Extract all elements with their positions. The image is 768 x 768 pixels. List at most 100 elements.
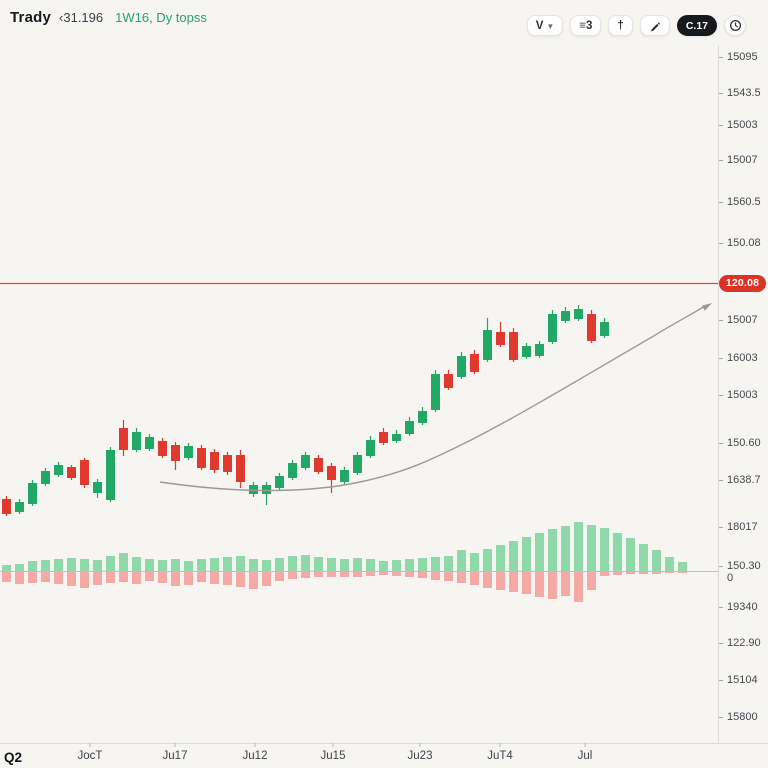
y-axis-label: 15095 (727, 51, 758, 63)
volume-bar-up (28, 561, 37, 571)
volume-bar-down (301, 572, 310, 578)
candles-layer (2, 305, 609, 516)
interval-label: V (535, 19, 544, 32)
compare-button[interactable]: C.17 (676, 15, 717, 36)
candle-body (171, 445, 180, 461)
x-axis-tick (499, 743, 501, 747)
x-axis-label: Jul (577, 750, 593, 762)
volume-bar-up (496, 545, 505, 571)
volume-bar-up (613, 533, 622, 571)
volume-bar-up (119, 553, 128, 571)
y-axis-tick (719, 527, 723, 528)
interval-button[interactable]: V ▼ (526, 15, 564, 36)
y-axis-label: 15800 (727, 711, 758, 723)
x-axis-tick (332, 743, 334, 747)
crosshair-button[interactable]: † (608, 15, 633, 36)
candle-body (210, 452, 219, 470)
candle-body (197, 448, 206, 468)
y-axis-tick (719, 57, 723, 58)
volume-bar-down (106, 572, 115, 583)
y-axis-label: 122.90 (727, 637, 761, 649)
volume-bar-up (561, 526, 570, 571)
candle-body (600, 322, 609, 336)
draw-button[interactable] (639, 15, 670, 36)
volume-bar-up (444, 556, 453, 571)
arrowhead-icon (701, 303, 712, 311)
volume-bar-up (2, 565, 11, 571)
volume-bar-up (418, 558, 427, 571)
volume-bar-down (80, 572, 89, 588)
candle-body (236, 455, 245, 482)
volume-bar-up (288, 556, 297, 571)
volume-bar-up (522, 537, 531, 571)
y-axis-label: 150.30 (727, 560, 761, 572)
volume-bar-down (236, 572, 245, 587)
volume-bar-down (353, 572, 362, 577)
y-axis-tick (719, 93, 723, 94)
compare-label: C.17 (685, 19, 708, 32)
y-axis-tick (719, 566, 723, 567)
volume-bar-down (132, 572, 141, 584)
volume-bar-down (561, 572, 570, 596)
candle-body (132, 432, 141, 450)
price-axis[interactable]: 15095 1543.5 15003 15007 1560.5 150.08 15007 16… (718, 45, 768, 743)
volume-bar-down (626, 572, 635, 574)
volume-bar-down (366, 572, 375, 576)
y-axis-label: 1560.5 (727, 196, 761, 208)
y-axis-label: 19340 (727, 601, 758, 613)
volume-bar-up (210, 558, 219, 571)
clock-icon (729, 19, 742, 32)
volume-bar-up (54, 559, 63, 571)
volume-bar-up (587, 525, 596, 571)
y-axis-label: 0 (727, 572, 734, 584)
chart-toolbar: V ▼ ≡3 † C.17 (526, 15, 746, 36)
volume-bar-down (600, 572, 609, 576)
y-axis-label: 1543.5 (727, 87, 761, 99)
candle-body (405, 421, 414, 434)
volume-bar-up (236, 556, 245, 571)
pen-icon (649, 20, 661, 32)
volume-bar-down (483, 572, 492, 588)
candle-body (15, 502, 24, 512)
volume-bar-up (665, 557, 674, 571)
y-axis-label: 150.08 (727, 237, 761, 249)
price-alert-label[interactable]: 120.08 (719, 274, 766, 292)
candle-body (327, 466, 336, 480)
x-axis-tick (174, 743, 176, 747)
y-axis-label: 15007 (727, 154, 758, 166)
time-axis[interactable]: Q2 JocT Ju17 Ju12 Ju15 Ju23 JuT4 Jul (0, 743, 768, 768)
volume-bar-down (171, 572, 180, 586)
candle-body (275, 476, 284, 488)
indicator-label[interactable]: 1W16, Dy topss (115, 10, 207, 25)
chevron-down-icon: ▼ (546, 21, 555, 31)
candle-body (80, 460, 89, 485)
history-button[interactable] (724, 15, 746, 36)
x-axis-label: JocT (77, 750, 103, 762)
candle-body (67, 467, 76, 478)
candle-body (184, 446, 193, 458)
candle-body (2, 499, 11, 514)
volume-bar-up (106, 556, 115, 571)
trend-curve (159, 305, 706, 492)
volume-bar-down (67, 572, 76, 586)
volume-bar-up (249, 559, 258, 571)
volume-bar-up (366, 559, 375, 571)
volume-bar-down (418, 572, 427, 578)
panes-button[interactable]: ≡3 (570, 15, 602, 36)
volume-bar-down (41, 572, 50, 582)
y-axis-tick (719, 680, 723, 681)
volume-bar-up (574, 522, 583, 571)
symbol-title[interactable]: Trady (10, 9, 52, 26)
y-axis-tick (719, 643, 723, 644)
y-axis-tick (719, 443, 723, 444)
x-axis-label: JuT4 (487, 750, 513, 762)
candle-body (483, 330, 492, 360)
candle-body (145, 437, 154, 449)
x-axis-label: Ju15 (320, 750, 346, 762)
volume-bar-up (483, 549, 492, 571)
volume-bar-down (158, 572, 167, 583)
symbol-price: ‹31.196 (59, 10, 104, 25)
candle-body (587, 314, 596, 341)
candle-body (496, 332, 505, 345)
